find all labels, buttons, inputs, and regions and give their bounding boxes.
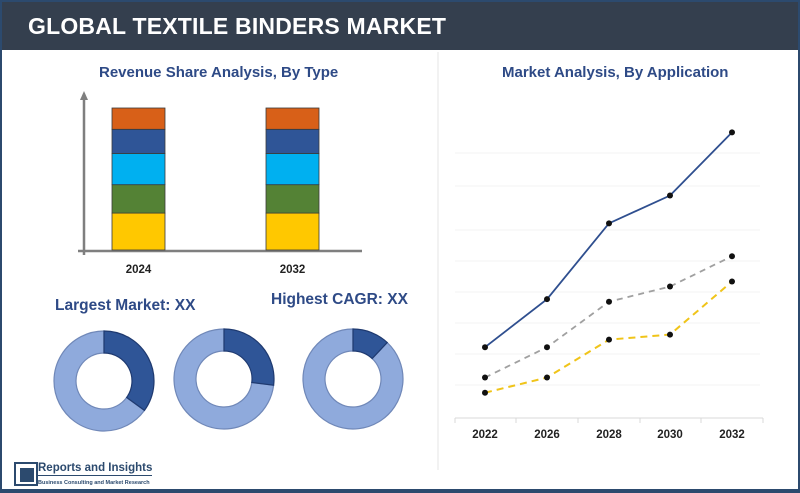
data-point (544, 374, 550, 381)
bar-segment (265, 184, 320, 214)
line-x-label: 2026 (534, 429, 560, 441)
bar-segment (265, 107, 320, 130)
data-point (544, 344, 550, 351)
data-point (482, 389, 488, 396)
brand-logo-icon (14, 462, 38, 486)
donut-highlight-segment (103, 330, 155, 412)
y-axis-arrow-icon (80, 91, 88, 100)
bar-segment (265, 153, 320, 186)
data-point (729, 253, 735, 260)
line-chart-title: Market Analysis, By Application (502, 64, 729, 81)
largest-market-label: Largest Market: XX (55, 297, 196, 314)
bar-segment (265, 212, 320, 251)
data-point (544, 296, 550, 303)
page-title: GLOBAL TEXTILE BINDERS MARKET (28, 13, 447, 39)
line-x-label: 2030 (657, 429, 683, 441)
line-x-label: 2022 (472, 429, 498, 441)
data-point (667, 283, 673, 290)
data-point (606, 220, 612, 227)
donut-rest-segment (302, 328, 404, 430)
data-point (606, 298, 612, 305)
line-x-label: 2028 (596, 429, 622, 441)
bar-category-label: 2024 (126, 264, 152, 276)
bar-segment (111, 184, 166, 214)
line-series (484, 255, 733, 379)
highest-cagr-label: Highest CAGR: XX (271, 291, 408, 308)
donut-highlight-segment (223, 328, 275, 386)
bar-segment (111, 107, 166, 130)
bar-category-label: 2032 (280, 264, 306, 276)
data-point (729, 278, 735, 285)
data-point (667, 331, 673, 338)
data-point (606, 336, 612, 343)
data-point (482, 374, 488, 381)
line-x-label: 2032 (719, 429, 745, 441)
data-point (729, 129, 735, 136)
donut-rest-segment (53, 330, 146, 432)
bottom-border (0, 489, 800, 493)
data-point (482, 344, 488, 351)
line-series (484, 131, 733, 348)
data-point (667, 192, 673, 199)
bar-segment (111, 128, 166, 154)
header-band: GLOBAL TEXTILE BINDERS MARKET (2, 2, 798, 50)
bar-chart-title: Revenue Share Analysis, By Type (99, 64, 339, 81)
bar-segment (265, 128, 320, 154)
donut-highlight-segment (352, 328, 389, 360)
brand-name: Reports and Insights (38, 462, 153, 476)
donut-rest-segment (173, 328, 275, 430)
bar-segment (111, 212, 166, 251)
brand-tagline: Business Consulting and Market Research (38, 480, 150, 486)
bar-segment (111, 153, 166, 186)
